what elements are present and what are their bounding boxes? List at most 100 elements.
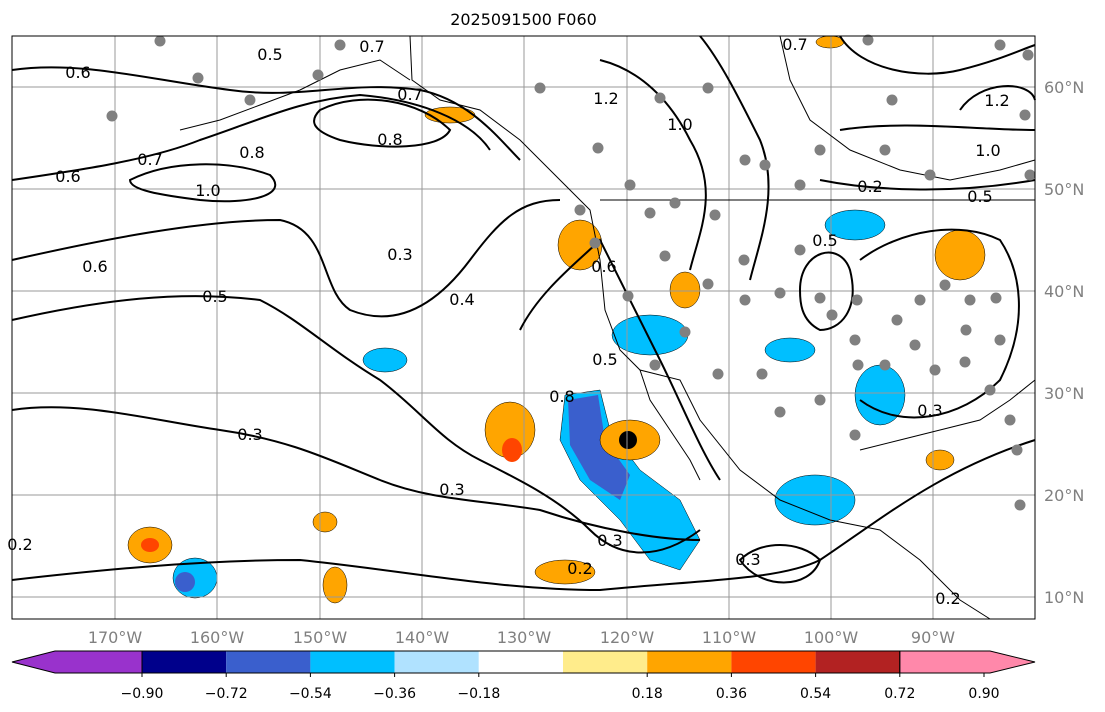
blue-patch: [774, 474, 856, 526]
latitude-labels: 60°N 50°N 40°N 30°N 20°N 10°N: [1044, 78, 1084, 607]
contour-label: 0.2: [567, 559, 592, 578]
contour-label: 0.2: [935, 589, 960, 608]
contour-label: 1.2: [593, 89, 618, 108]
station-dot: [849, 429, 861, 441]
contour-label: 0.5: [592, 350, 617, 369]
blue-patch: [824, 209, 886, 241]
station-dot: [644, 207, 656, 219]
station-dot: [814, 394, 826, 406]
dark-blue-patch: [568, 395, 630, 500]
station-dot: [589, 237, 601, 249]
station-dot: [862, 34, 874, 46]
lon-label: 110°W: [702, 628, 757, 647]
colorbar-tick-label: 0.36: [716, 686, 747, 702]
colorbar-tick-label: −0.90: [121, 686, 164, 702]
station-dot: [654, 92, 666, 104]
station-dot: [312, 69, 324, 81]
colorbar-segment: [815, 651, 900, 673]
station-dot: [739, 294, 751, 306]
station-dot: [649, 359, 661, 371]
station-dot: [1004, 414, 1016, 426]
station-dot: [994, 39, 1006, 51]
shaded-anomalies: [127, 35, 986, 604]
contour-label: 1.0: [667, 115, 692, 134]
station-dot: [1022, 49, 1034, 61]
colorbar-tick-label: 0.72: [884, 686, 915, 702]
red-patch: [141, 538, 159, 552]
contour-label: 1.0: [195, 181, 220, 200]
station-dot: [192, 72, 204, 84]
red-patch: [502, 438, 522, 462]
station-dot: [794, 179, 806, 191]
contour-label: 0.3: [237, 425, 262, 444]
colorbar-tick-label: −0.36: [373, 686, 416, 702]
station-dot: [814, 144, 826, 156]
hurricane-core: [619, 431, 637, 449]
station-dot: [702, 278, 714, 290]
lon-label: 150°W: [293, 628, 348, 647]
blue-patch: [764, 337, 816, 363]
station-dot: [849, 334, 861, 346]
station-dot: [679, 326, 691, 338]
station-dot: [106, 110, 118, 122]
station-dot: [939, 279, 951, 291]
colorbar-tick-label: −0.72: [205, 686, 248, 702]
colorbar: −0.90 −0.72 −0.54 −0.36 −0.18 0.18 0.36 0.54 0.7…: [11, 650, 1036, 702]
colorbar-tick-label: 0.18: [632, 686, 663, 702]
coastlines: [179, 35, 1036, 620]
station-dot: [924, 169, 936, 181]
orange-patch: [322, 566, 348, 604]
contour-label: 0.3: [735, 550, 760, 569]
station-dot: [669, 197, 681, 209]
lon-label: 90°W: [911, 628, 955, 647]
orange-patch: [925, 449, 955, 471]
station-dot: [756, 368, 768, 380]
station-dot: [1014, 499, 1026, 511]
station-dot: [739, 154, 751, 166]
station-dot: [154, 35, 166, 47]
map-frame: [11, 35, 1036, 620]
station-dot: [622, 290, 634, 302]
station-dot: [984, 384, 996, 396]
orange-patch: [934, 229, 986, 281]
station-dot: [826, 309, 838, 321]
lon-label: 100°W: [804, 628, 859, 647]
station-dot: [774, 406, 786, 418]
lat-label: 60°N: [1044, 78, 1084, 97]
contour-label: 0.6: [82, 257, 107, 276]
station-dot: [574, 204, 586, 216]
lat-label: 30°N: [1044, 384, 1084, 403]
longitude-labels: 170°W 160°W 150°W 140°W 130°W 120°W 110°…: [88, 628, 955, 647]
contour-label: 0.7: [359, 37, 384, 56]
contour-label: 1.2: [984, 91, 1009, 110]
contour-label: 0.3: [597, 531, 622, 550]
colorbar-segment: [226, 651, 311, 673]
colorbar-outline: [141, 650, 901, 674]
gridlines: [12, 36, 1035, 619]
station-dot: [814, 292, 826, 304]
station-dot: [592, 142, 604, 154]
contour-label: 0.8: [239, 143, 264, 162]
colorbar-tick-label: 0.54: [800, 686, 831, 702]
contour-label: 0.8: [549, 387, 574, 406]
station-dots: [106, 34, 1036, 511]
contour-label: 1.0: [975, 141, 1000, 160]
station-dot: [1024, 169, 1036, 181]
contour-label: 0.2: [7, 535, 32, 554]
station-dot: [879, 359, 891, 371]
lon-label: 130°W: [497, 628, 552, 647]
station-dot: [909, 339, 921, 351]
contour-labels: 0.6 0.5 0.7 0.7 0.8 0.6 0.7 0.8 1.0 0.6 …: [7, 35, 1009, 608]
colorbar-segment: [731, 651, 816, 673]
colorbar-tick-label: 0.90: [968, 686, 999, 702]
orange-patch: [312, 511, 338, 533]
station-dot: [759, 159, 771, 171]
colorbar-extend-high: [899, 650, 1036, 674]
station-dot: [914, 294, 926, 306]
contour-lines: [11, 35, 1036, 592]
lon-label: 140°W: [395, 628, 450, 647]
station-dot: [702, 82, 714, 94]
lat-label: 50°N: [1044, 180, 1084, 199]
station-dot: [851, 294, 863, 306]
